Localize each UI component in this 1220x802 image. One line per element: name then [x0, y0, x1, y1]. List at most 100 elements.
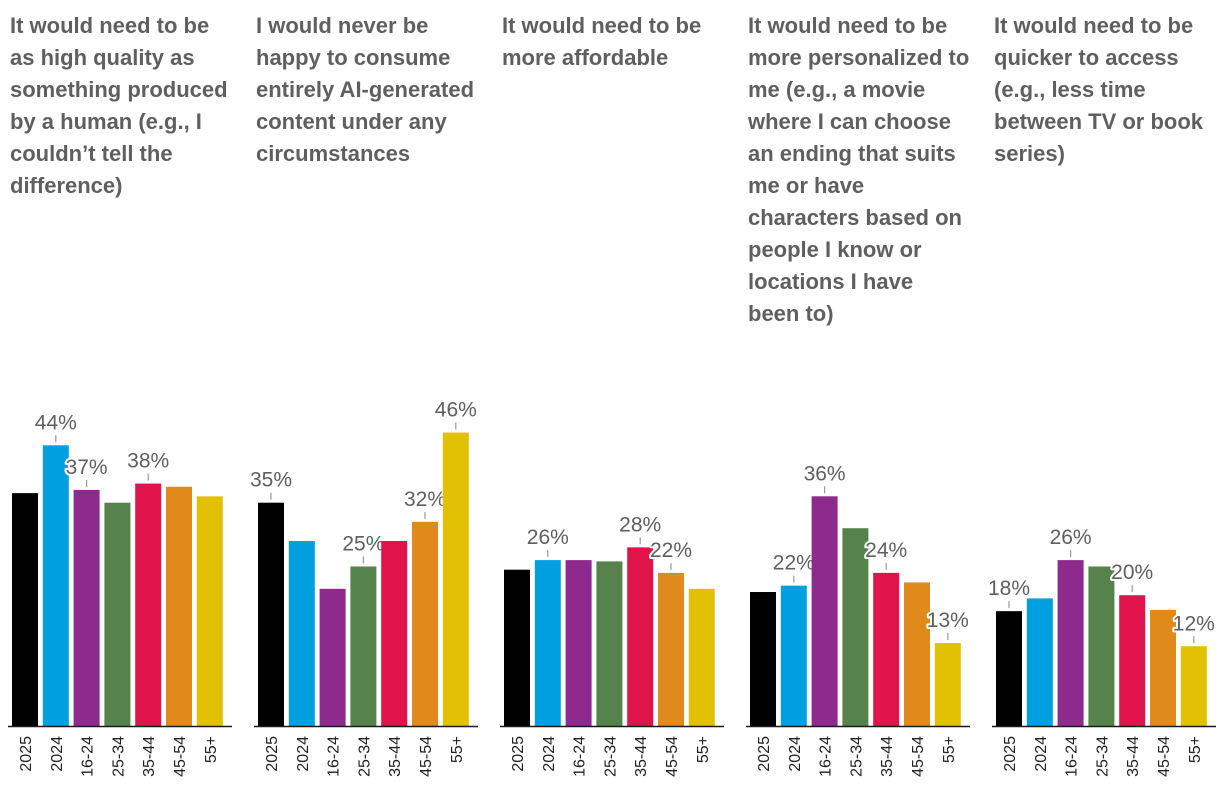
- tick-label: 55+: [941, 736, 958, 763]
- data-label: 24%: [865, 539, 907, 562]
- data-label: 37%: [66, 456, 108, 479]
- bar-2025: [750, 592, 776, 726]
- bar-25-34: [1088, 566, 1115, 726]
- plot-area: 2025 26% 2024 16-24 25-34 28% 35-44 22% 45-54 55+: [500, 511, 724, 777]
- tick-label: 55+: [695, 736, 712, 763]
- data-label: 26%: [1050, 526, 1092, 549]
- chart-title: It would need to be more affordable: [502, 13, 702, 70]
- bars: 2025 44% 2024 37% 16-24 25-34 38% 35-44 45-54 55+: [12, 409, 223, 777]
- bar-2024: [534, 560, 561, 726]
- chart-title: It would need to be quicker to access (e…: [994, 13, 1204, 166]
- tick-label: 25-34: [1094, 736, 1111, 777]
- bars: 2025 22% 2024 36% 16-24 25-34 24% 35-44 45-54 13%…: [750, 460, 971, 777]
- chart-title: It would need to be more personalized to…: [748, 13, 970, 326]
- bar-2025: [12, 493, 38, 726]
- tick-label: 25-34: [110, 736, 127, 777]
- bar-45-54: [658, 572, 684, 726]
- bar-16-24: [73, 489, 100, 726]
- chart-title: I would never be happy to consume entire…: [256, 13, 475, 166]
- data-label: 22%: [773, 552, 815, 575]
- bar-35-44: [135, 483, 162, 726]
- tick-label: 55+: [203, 736, 220, 763]
- tick-label: 45-54: [910, 736, 927, 777]
- bar-2025: [996, 611, 1022, 726]
- chart-panel-5: It would need to be quicker to access (e…: [984, 0, 1217, 802]
- data-label: 32%: [404, 488, 446, 511]
- bar-55+: [442, 432, 469, 726]
- bar-45-54: [166, 486, 192, 726]
- data-label: 46%: [435, 399, 477, 422]
- tick-label: 45-54: [664, 736, 681, 777]
- bar-2025: [504, 569, 530, 726]
- bar-16-24: [565, 560, 592, 726]
- data-label: 12%: [1173, 612, 1215, 635]
- bar-35-44: [627, 547, 654, 726]
- data-label: 22%: [650, 539, 692, 562]
- tick-label: 2025: [18, 736, 35, 772]
- tick-label: 16-24: [80, 736, 97, 777]
- data-label: 25%: [342, 533, 384, 556]
- plot-area: 18% 2025 2024 26% 16-24 25-34 20% 35-44 45-54 12%…: [986, 524, 1217, 777]
- bars: 18% 2025 2024 26% 16-24 25-34 20% 35-44 45-54 12%…: [986, 524, 1217, 777]
- data-label: 13%: [927, 609, 969, 632]
- bar-2024: [42, 445, 69, 726]
- chart-panel-3: It would need to be more affordable 2025…: [492, 0, 724, 802]
- bar-2024: [288, 540, 315, 726]
- bar-35-44: [1119, 595, 1146, 726]
- bar-16-24: [811, 496, 838, 726]
- bar-55+: [688, 588, 715, 726]
- tick-label: 16-24: [818, 736, 835, 777]
- data-label: 44%: [35, 411, 77, 434]
- bar-25-34: [596, 561, 623, 726]
- tick-label: 2024: [49, 736, 66, 772]
- tick-label: 2024: [787, 736, 804, 772]
- tick-label: 45-54: [418, 736, 435, 777]
- bar-35-44: [873, 572, 900, 726]
- data-label: 20%: [1111, 561, 1153, 584]
- tick-label: 25-34: [356, 736, 373, 777]
- tick-label: 16-24: [572, 736, 589, 777]
- plot-area: 35% 2025 2024 16-24 25% 25-34 35-44 32% 45-54 46%…: [248, 397, 479, 777]
- tick-label: 2024: [295, 736, 312, 772]
- bar-16-24: [319, 588, 346, 726]
- tick-label: 55+: [1187, 736, 1204, 763]
- bar-16-24: [1057, 560, 1084, 726]
- data-label: 36%: [804, 462, 846, 485]
- tick-label: 16-24: [326, 736, 343, 777]
- bar-2024: [780, 585, 807, 726]
- data-label: 28%: [619, 513, 661, 536]
- chart-panel-4: It would need to be more personalized to…: [738, 0, 971, 802]
- chart-panel-2: I would never be happy to consume entire…: [246, 0, 479, 802]
- tick-label: 2024: [1033, 736, 1050, 772]
- bars: 35% 2025 2024 16-24 25% 25-34 35-44 32% 45-54 46%…: [248, 397, 479, 777]
- tick-label: 25-34: [848, 736, 865, 777]
- bar-2025: [258, 502, 284, 726]
- bars: 2025 26% 2024 16-24 25-34 28% 35-44 22% 45-54 55+: [504, 511, 715, 777]
- bar-45-54: [1150, 609, 1176, 726]
- bar-45-54: [904, 582, 930, 726]
- chart-title: It would need to be as high quality as s…: [10, 13, 228, 198]
- tick-label: 55+: [449, 736, 466, 763]
- bar-45-54: [412, 521, 438, 726]
- bar-55+: [934, 643, 961, 726]
- tick-label: 35-44: [1125, 736, 1142, 777]
- tick-label: 2025: [1002, 736, 1019, 772]
- tick-label: 2024: [541, 736, 558, 772]
- tick-label: 2025: [510, 736, 527, 772]
- tick-label: 25-34: [602, 736, 619, 777]
- plot-area: 2025 44% 2024 37% 16-24 25-34 38% 35-44 45-54 55+: [8, 409, 232, 777]
- plot-area: 2025 22% 2024 36% 16-24 25-34 24% 35-44 45-54 13%…: [746, 460, 971, 777]
- tick-label: 35-44: [879, 736, 896, 777]
- bar-55+: [1180, 646, 1207, 726]
- tick-label: 35-44: [387, 736, 404, 777]
- tick-label: 2025: [264, 736, 281, 772]
- bar-55+: [196, 496, 223, 726]
- data-label: 26%: [527, 526, 569, 549]
- tick-label: 35-44: [633, 736, 650, 777]
- data-label: 38%: [127, 450, 169, 473]
- bar-25-34: [104, 502, 131, 726]
- chart-panel-1: It would need to be as high quality as s…: [0, 0, 232, 802]
- data-label: 18%: [988, 577, 1030, 600]
- bar-2024: [1026, 598, 1053, 726]
- data-label: 35%: [250, 469, 292, 492]
